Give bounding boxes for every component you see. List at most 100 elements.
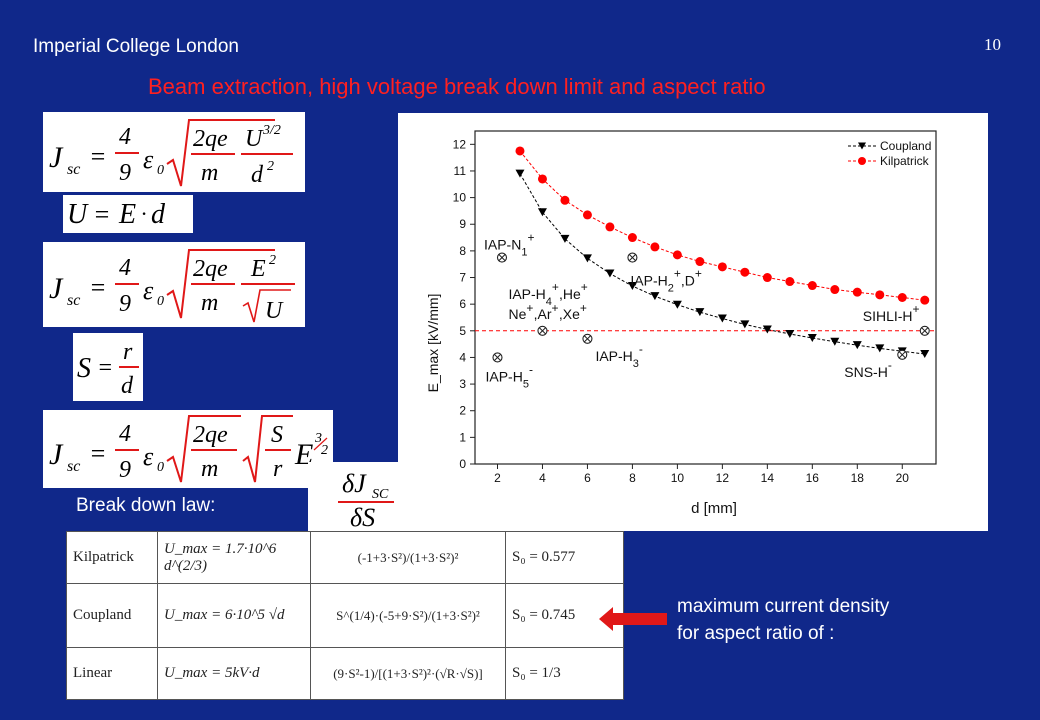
x-tick-label: 14	[761, 471, 775, 485]
point-coupland	[740, 320, 750, 329]
x-tick-label: 4	[539, 471, 546, 485]
svg-text:0: 0	[157, 460, 164, 475]
svg-text:d: d	[151, 199, 166, 230]
special-point-cross	[498, 253, 506, 262]
svg-text:4: 4	[119, 255, 131, 281]
y-tick-label: 12	[453, 137, 467, 151]
equation-3-render: J sc = 4 9 ε 0 2qe m E 2 U	[49, 249, 295, 324]
left-arrow-icon	[599, 607, 667, 631]
emax-vs-d-chart: 2 4 6 8 10 12 14 16 18 20 0 1 2 3 4 5 6 7 8 9 10 11 12 IAP-N1+…	[398, 113, 988, 531]
special-point-cross	[493, 353, 502, 361]
point-kilpatrick	[897, 293, 907, 302]
svg-text:S: S	[77, 353, 91, 384]
point-coupland	[560, 234, 570, 243]
point-coupland	[717, 314, 727, 323]
point-kilpatrick	[875, 290, 885, 300]
note-line-1: maximum current density	[677, 596, 890, 617]
y-tick-label: 1	[459, 430, 466, 444]
equation-5-render: J sc = 4 9 ε 0 2qe m S r E 3 2	[49, 415, 328, 483]
equation-field-form: J sc = 4 9 ε 0 2qe m E 2 U	[43, 242, 305, 327]
table-cell-deriv: (9·S²-1)/[(1+3·S²)²·(√R·√S)]	[310, 647, 506, 700]
point-kilpatrick	[740, 267, 750, 277]
y-tick-label: 4	[459, 350, 466, 364]
point-kilpatrick	[537, 174, 547, 184]
special-point-cross	[898, 351, 906, 359]
svg-text:2qe: 2qe	[193, 256, 228, 282]
point-coupland	[650, 292, 660, 301]
svg-text:·: ·	[141, 201, 147, 226]
svg-text:r: r	[123, 339, 133, 365]
svg-text:0: 0	[157, 294, 164, 309]
svg-text:sc: sc	[67, 161, 80, 178]
point-kilpatrick	[920, 295, 930, 305]
equation-child-langmuir: J sc = 4 9 ε 0 2qe m U 3/2 d 2	[43, 112, 305, 192]
table-cell-name: Kilpatrick	[66, 531, 158, 584]
special-point-cross	[583, 335, 591, 343]
y-tick-label: 7	[459, 271, 466, 285]
legend-marker	[858, 157, 866, 165]
table-cell-umax: U_max = 5kV·d	[157, 647, 311, 700]
point-coupland	[582, 254, 592, 263]
table-row: Linear U_max = 5kV·d (9·S²-1)/[(1+3·S²)²·(…	[66, 647, 624, 700]
point-kilpatrick	[515, 146, 525, 156]
point-coupland	[605, 269, 615, 278]
svg-text:r: r	[273, 456, 283, 482]
point-coupland	[515, 169, 525, 178]
svg-text:9: 9	[119, 457, 131, 483]
point-kilpatrick	[672, 250, 682, 260]
table-cell-name: Coupland	[66, 583, 158, 648]
svg-text:=: =	[93, 200, 111, 229]
point-kilpatrick	[605, 222, 615, 232]
svg-text:sc: sc	[67, 292, 80, 309]
legend-marker	[858, 142, 866, 150]
x-tick-label: 16	[806, 471, 820, 485]
y-tick-label: 0	[459, 457, 466, 471]
svg-text:=: =	[97, 355, 113, 381]
special-point-cross	[921, 327, 929, 335]
legend-label: Coupland	[880, 139, 931, 153]
point-kilpatrick	[627, 233, 637, 243]
special-point-label: IAP-H3-	[595, 342, 642, 370]
y-tick-label: 6	[459, 297, 466, 311]
svg-text:d: d	[121, 373, 134, 399]
table-row: Kilpatrick U_max = 1.7·10^6 d^(2/3) (-1+3·…	[66, 531, 624, 584]
point-kilpatrick	[582, 210, 592, 220]
x-tick-label: 2	[494, 471, 501, 485]
y-tick-label: 11	[454, 164, 467, 178]
y-axis-label: E_max [kV/mm]	[425, 294, 441, 393]
table-cell-s0: S₀ = 1/3	[505, 647, 624, 700]
svg-text:U: U	[245, 126, 264, 152]
svg-text:9: 9	[119, 160, 131, 186]
svg-text:m: m	[201, 456, 218, 482]
svg-text:4: 4	[119, 421, 131, 447]
svg-text:δJ: δJ	[342, 469, 367, 498]
y-tick-label: 9	[459, 217, 466, 231]
svg-text:m: m	[201, 290, 218, 316]
institution-name: Imperial College London	[33, 36, 239, 57]
point-kilpatrick	[852, 287, 862, 297]
equation-voltage: U = E · d	[63, 195, 193, 233]
slide-title: Beam extraction, high voltage break down…	[148, 74, 766, 99]
svg-text:U: U	[265, 298, 284, 324]
y-tick-label: 10	[453, 191, 467, 205]
svg-text:9: 9	[119, 291, 131, 317]
svg-text:J: J	[49, 438, 64, 471]
special-point-label: IAP-H2+,D+	[630, 267, 702, 295]
point-kilpatrick	[785, 277, 795, 287]
svg-text:E: E	[250, 256, 266, 282]
special-point-cross	[538, 327, 547, 335]
equation-1-render: J sc = 4 9 ε 0 2qe m U 3/2 d 2	[49, 119, 293, 188]
svg-text:4: 4	[119, 124, 131, 150]
table-cell-deriv: (-1+3·S²)/(1+3·S²)²	[310, 531, 506, 584]
point-coupland	[852, 341, 862, 350]
table-row: Coupland U_max = 6·10^5 √d S^(1/4)·(-5+9·S…	[66, 583, 624, 648]
svg-text:=: =	[89, 142, 107, 171]
special-point-label: IAP-H4+,He+	[508, 280, 587, 308]
point-kilpatrick	[762, 273, 772, 283]
point-coupland	[537, 208, 547, 217]
svg-text:E: E	[118, 199, 136, 230]
point-coupland	[807, 333, 817, 342]
svg-text:ε: ε	[143, 276, 154, 305]
special-point-cross	[628, 253, 636, 262]
